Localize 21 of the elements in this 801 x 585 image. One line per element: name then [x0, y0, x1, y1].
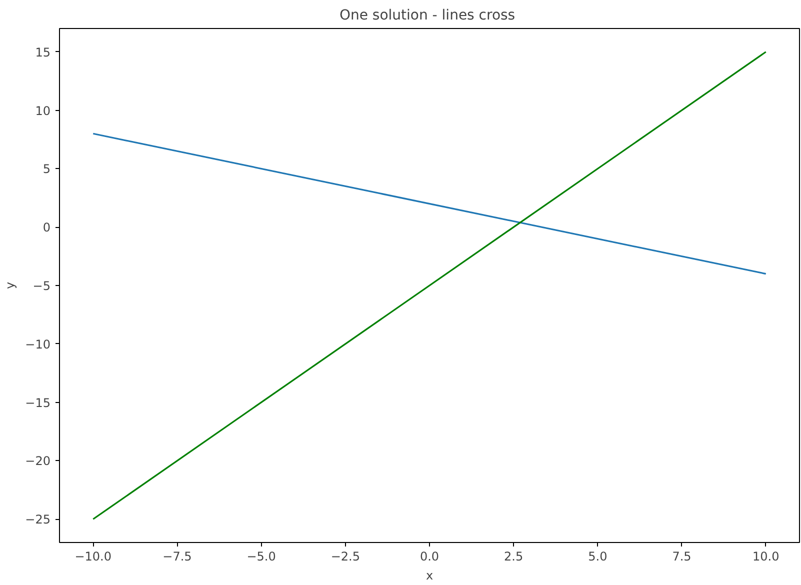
y-tick-label: −10 [25, 337, 51, 352]
y-tick-label: 0 [42, 220, 51, 235]
y-tick-label: 5 [42, 162, 51, 176]
y-tick-label: −20 [25, 454, 51, 468]
x-tick-label: −2.5 [330, 550, 360, 564]
y-tick-label: −25 [25, 512, 51, 527]
y-axis-title: y [3, 282, 18, 290]
y-tick-label: 10 [35, 104, 51, 118]
x-tick-label: 7.5 [672, 550, 692, 564]
y-tick-label: −5 [32, 279, 51, 293]
x-tick-label: −7.5 [162, 550, 192, 564]
chart-title: One solution - lines cross [339, 8, 516, 24]
x-tick-label: 10.0 [752, 550, 780, 564]
x-tick-label: −5.0 [246, 550, 276, 564]
x-tick-label: 5.0 [588, 550, 608, 564]
x-tick-label: 0.0 [420, 550, 440, 564]
y-tick-label: 15 [35, 45, 51, 60]
x-tick-label: −10.0 [74, 550, 112, 564]
y-tick-label: −15 [25, 396, 51, 410]
x-tick-label: 2.5 [504, 550, 524, 564]
x-axis-title: x [426, 568, 434, 582]
